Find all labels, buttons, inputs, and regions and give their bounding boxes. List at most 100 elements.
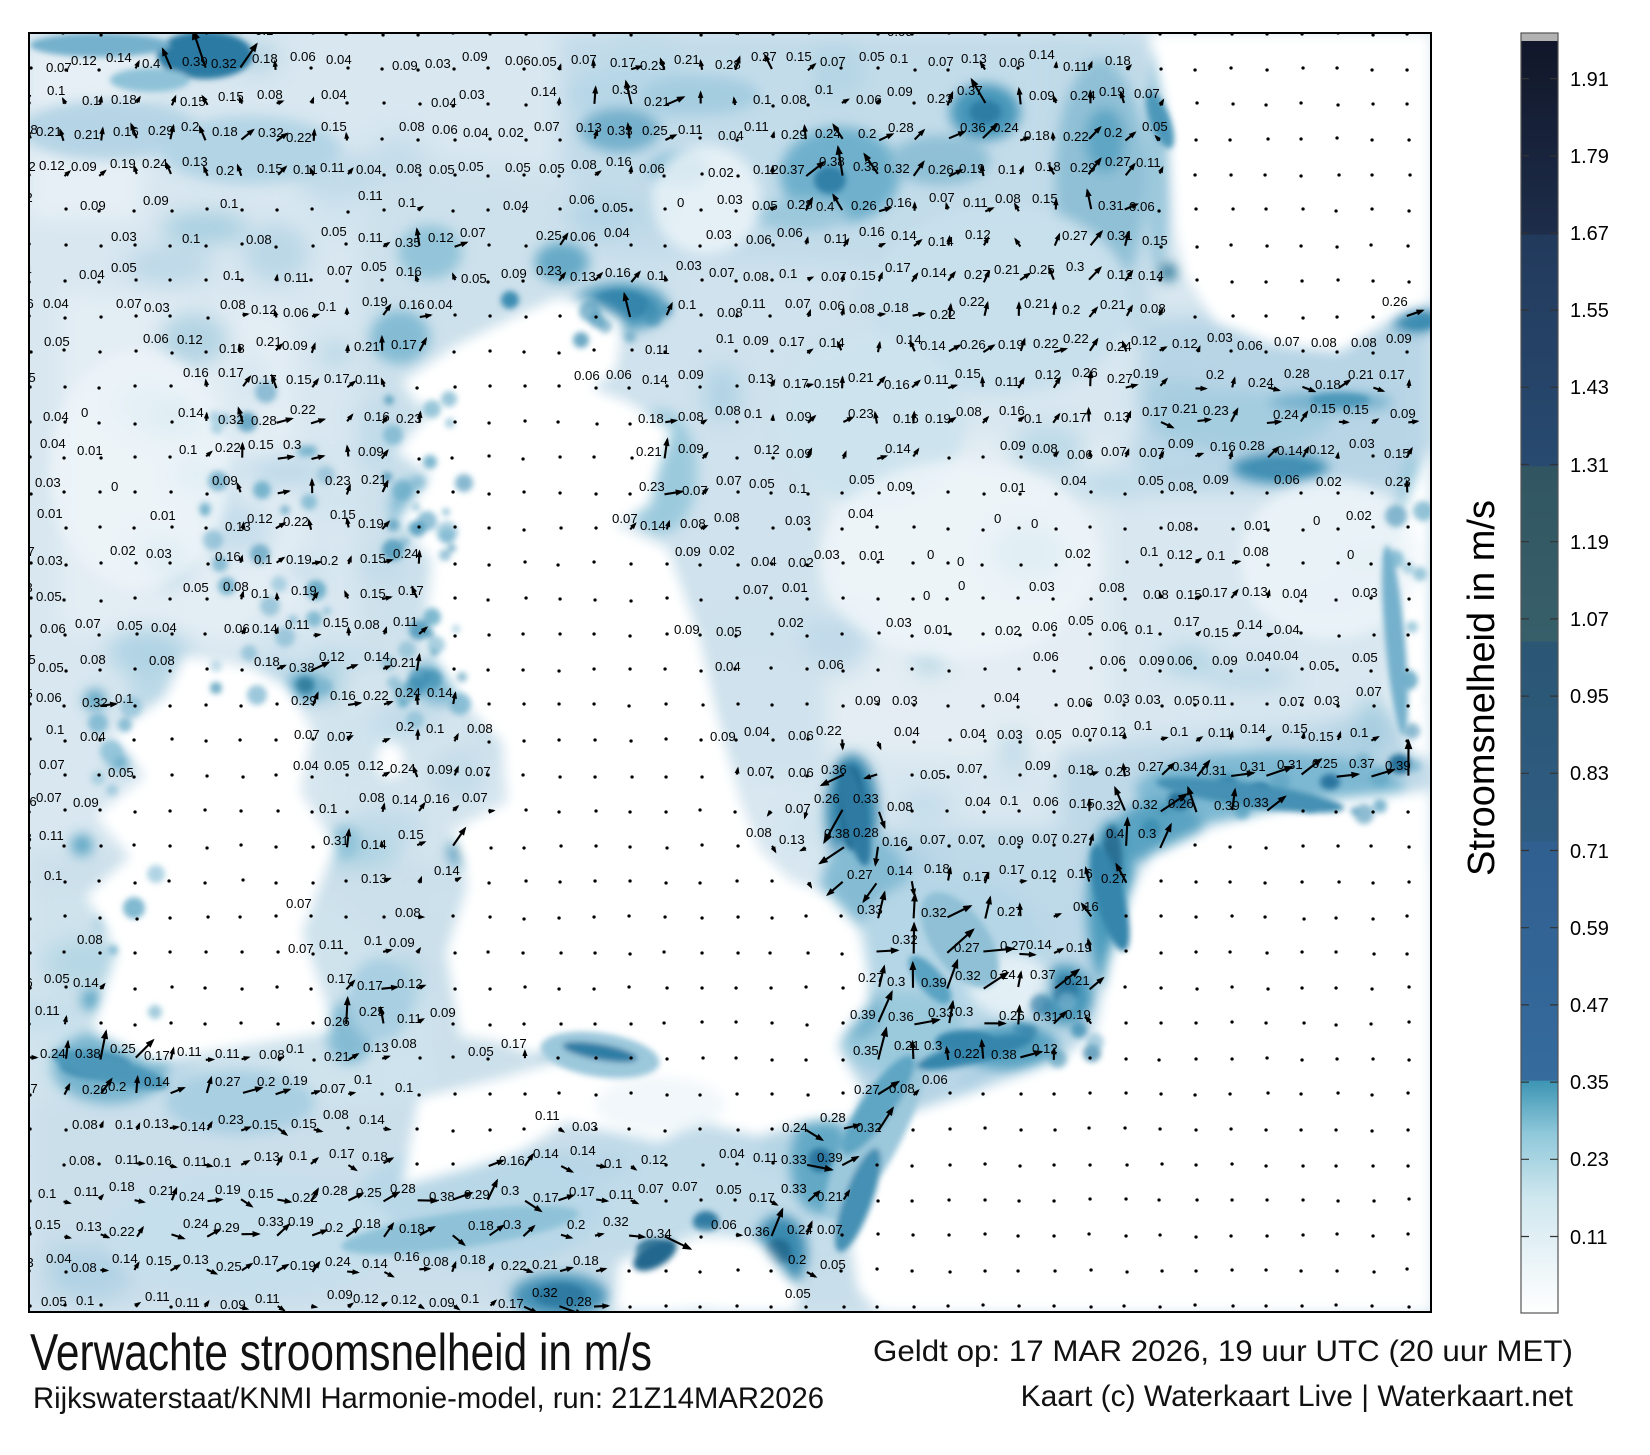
svg-text:0.21: 0.21 [894,1038,920,1053]
svg-text:0.15: 0.15 [35,1217,61,1232]
svg-text:0.12: 0.12 [177,332,203,347]
svg-text:0.01: 0.01 [1000,480,1026,495]
svg-text:0.1: 0.1 [1024,411,1042,426]
svg-text:0.27: 0.27 [858,970,884,985]
svg-text:0.21: 0.21 [36,124,62,139]
svg-text:0.36: 0.36 [960,120,986,135]
svg-text:0.31: 0.31 [1240,759,1266,774]
svg-text:0.17: 0.17 [963,869,989,884]
svg-text:0.13: 0.13 [76,1219,102,1234]
svg-text:0.38: 0.38 [429,1189,455,1204]
svg-text:0.09: 0.09 [1390,406,1416,421]
svg-text:0.1: 0.1 [395,1080,413,1095]
svg-text:0.09: 0.09 [220,1297,246,1312]
svg-text:0.05: 0.05 [539,161,565,176]
svg-text:0.2: 0.2 [396,719,414,734]
svg-text:0.32: 0.32 [884,161,910,176]
svg-text:1.91: 1.91 [1570,69,1609,91]
svg-text:0.39: 0.39 [1385,758,1411,773]
svg-text:0.08: 0.08 [80,652,106,667]
svg-text:0.1: 0.1 [647,268,665,283]
svg-text:0.29: 0.29 [148,123,174,138]
svg-text:0.07: 0.07 [534,119,560,134]
svg-text:0.03: 0.03 [425,56,451,71]
svg-text:0.08: 0.08 [1140,301,1166,316]
svg-text:0.05: 0.05 [849,472,875,487]
svg-text:0.08: 0.08 [571,157,597,172]
svg-text:0.38: 0.38 [991,1047,1017,1062]
svg-text:0.09: 0.09 [998,833,1024,848]
svg-text:0.05: 0.05 [716,1182,742,1197]
svg-text:0.11: 0.11 [319,937,344,952]
svg-text:0.03: 0.03 [1314,693,1340,708]
svg-text:0.09: 0.09 [710,729,736,744]
svg-text:0.06: 0.06 [40,621,66,636]
svg-text:0.1: 0.1 [744,406,762,421]
svg-text:0.07: 0.07 [1279,694,1305,709]
svg-text:0.07: 0.07 [12,1081,38,1096]
svg-text:0.1: 0.1 [998,162,1016,177]
svg-text:0.1: 0.1 [678,297,696,312]
svg-text:0: 0 [677,195,684,210]
svg-text:0.08: 0.08 [354,617,380,632]
svg-text:0.33: 0.33 [607,123,633,138]
svg-text:0.39: 0.39 [817,1150,843,1165]
svg-text:0.12: 0.12 [391,1292,417,1307]
svg-text:0.05: 0.05 [1036,727,1062,742]
svg-text:0.15: 0.15 [1032,191,1058,206]
svg-text:0.06: 0.06 [1100,653,1126,668]
svg-text:0.02: 0.02 [110,543,136,558]
svg-text:0.14: 0.14 [1237,617,1263,632]
svg-text:0.06: 0.06 [746,232,772,247]
svg-text:0.11: 0.11 [285,617,310,632]
svg-text:0.18: 0.18 [111,92,137,107]
svg-text:0.19: 0.19 [362,294,388,309]
svg-text:1.55: 1.55 [1570,300,1609,322]
svg-text:0.4: 0.4 [816,199,834,214]
svg-text:0.07: 0.07 [6,92,32,107]
svg-text:0.1: 0.1 [461,1291,479,1306]
svg-text:0.03: 0.03 [1029,579,1055,594]
svg-text:0.1: 0.1 [604,1156,622,1171]
svg-text:0.22: 0.22 [1063,129,1089,144]
svg-text:0.08: 0.08 [323,1107,349,1122]
svg-text:0.32: 0.32 [211,56,237,71]
svg-text:0.07: 0.07 [327,729,353,744]
svg-text:0.14: 0.14 [1026,937,1052,952]
svg-text:0.09: 0.09 [1029,88,1055,103]
svg-text:0.02: 0.02 [778,615,804,630]
svg-text:0.33: 0.33 [857,902,883,917]
svg-text:0.04: 0.04 [1282,586,1308,601]
svg-text:0.08: 0.08 [1168,479,1194,494]
svg-text:0.04: 0.04 [1274,622,1300,637]
svg-text:0.28: 0.28 [888,120,914,135]
svg-text:0.06: 0.06 [283,305,309,320]
svg-text:0.31: 0.31 [1277,757,1303,772]
svg-text:0.47: 0.47 [1570,995,1609,1017]
svg-text:0.07: 0.07 [571,52,597,67]
svg-text:0.14: 0.14 [885,441,911,456]
svg-text:0.03: 0.03 [144,300,170,315]
svg-text:0.09: 0.09 [389,935,415,950]
svg-text:0.27: 0.27 [1105,154,1131,169]
svg-text:0.12: 0.12 [39,158,65,173]
svg-text:0.14: 0.14 [896,332,922,347]
svg-text:0.05: 0.05 [183,580,209,595]
svg-text:0.16: 0.16 [146,1153,172,1168]
svg-text:0.07: 0.07 [327,263,353,278]
svg-text:0.19: 0.19 [291,583,317,598]
svg-text:0.07: 0.07 [39,757,65,772]
svg-text:0.11: 0.11 [963,195,988,210]
svg-text:0.12: 0.12 [247,511,273,526]
svg-text:0.1: 0.1 [1170,724,1188,739]
svg-text:0.28: 0.28 [715,57,741,72]
svg-text:0.02: 0.02 [1065,546,1091,561]
svg-text:0.07: 0.07 [471,21,497,36]
svg-text:0.15: 0.15 [248,1186,274,1201]
svg-text:0.19: 0.19 [288,1214,314,1229]
svg-text:0.35: 0.35 [395,235,421,250]
svg-text:0.08: 0.08 [1099,580,1125,595]
svg-text:0.32: 0.32 [218,412,244,427]
svg-text:0.11: 0.11 [995,374,1020,389]
svg-text:0.21: 0.21 [1024,296,1050,311]
